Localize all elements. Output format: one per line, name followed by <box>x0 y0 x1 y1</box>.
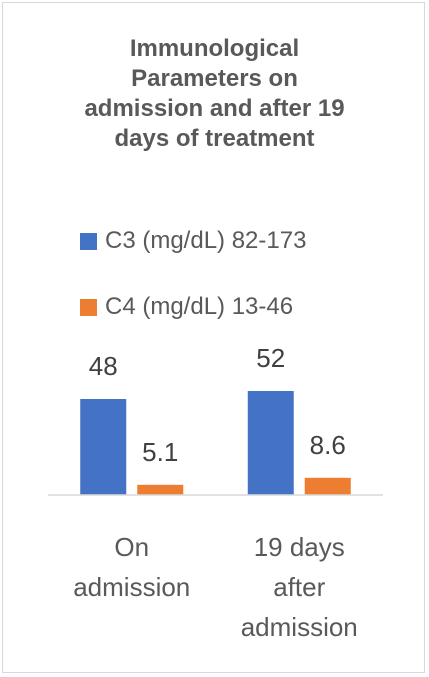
bar-c3-1 <box>247 391 294 495</box>
chart-title-line: Parameters on <box>131 65 298 92</box>
chart-frame <box>2 2 425 673</box>
data-label-c4-0: 5.1 <box>142 437 178 467</box>
category-label-1: after <box>273 572 325 602</box>
chart-title-line: admission and after 19 <box>84 95 345 122</box>
value-labels-group: 48 5.1 52 8.6 <box>89 343 346 467</box>
bar-c4-1 <box>304 477 351 495</box>
legend-swatch-c3 <box>80 233 97 250</box>
chart-title-line: days of treatment <box>114 125 315 152</box>
data-label-c3-1: 52 <box>256 343 285 373</box>
chart-title: Immunological Parameters on admission an… <box>40 34 389 154</box>
category-labels-group: On admission 19 days after admission <box>73 532 358 642</box>
category-label-1: admission <box>241 612 358 642</box>
legend-label-c4: C4 (mg/dL) 13-46 <box>105 293 294 320</box>
bars-group <box>80 391 351 495</box>
data-label-c4-1: 8.6 <box>310 430 346 460</box>
category-label-0: admission <box>73 572 190 602</box>
legend-label-c3: C3 (mg/dL) 82-173 <box>105 227 307 254</box>
category-label-0: On <box>114 532 149 562</box>
bar-c3-0 <box>80 399 127 495</box>
chart-title-line: Immunological <box>129 35 300 62</box>
legend-swatch-c4 <box>80 299 97 316</box>
bar-c4-0 <box>137 484 184 495</box>
category-label-1: 19 days <box>254 532 345 562</box>
data-label-c3-0: 48 <box>89 351 118 381</box>
